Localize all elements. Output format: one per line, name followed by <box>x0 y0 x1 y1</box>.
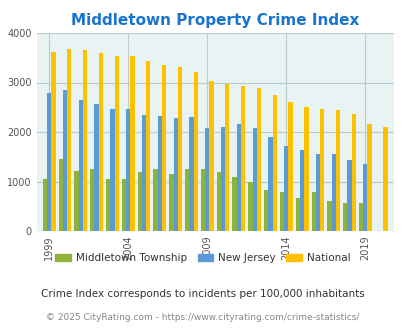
Bar <box>326 201 331 231</box>
Title: Middletown Property Crime Index: Middletown Property Crime Index <box>71 13 358 28</box>
Bar <box>177 67 181 231</box>
Bar <box>146 61 150 231</box>
Bar <box>315 154 319 231</box>
Bar <box>157 116 162 231</box>
Bar <box>169 174 173 231</box>
Bar <box>303 107 308 231</box>
Bar <box>126 109 130 231</box>
Bar <box>362 164 367 231</box>
Bar <box>98 53 103 231</box>
Bar <box>358 203 362 231</box>
Text: © 2025 CityRating.com - https://www.cityrating.com/crime-statistics/: © 2025 CityRating.com - https://www.city… <box>46 313 359 322</box>
Bar <box>162 65 166 231</box>
Bar <box>248 182 252 231</box>
Bar <box>79 100 83 231</box>
Bar <box>189 117 193 231</box>
Bar <box>295 198 299 231</box>
Bar <box>264 190 268 231</box>
Bar <box>83 50 87 231</box>
Bar <box>205 128 209 231</box>
Bar <box>335 110 339 231</box>
Bar <box>193 72 197 231</box>
Bar <box>137 172 142 231</box>
Text: Crime Index corresponds to incidents per 100,000 inhabitants: Crime Index corresponds to incidents per… <box>41 289 364 299</box>
Bar <box>142 115 146 231</box>
Bar <box>331 154 335 231</box>
Bar <box>173 118 177 231</box>
Bar <box>122 179 126 231</box>
Bar <box>74 171 79 231</box>
Legend: Middletown Township, New Jersey, National: Middletown Township, New Jersey, Nationa… <box>51 249 354 267</box>
Bar <box>220 127 225 231</box>
Bar <box>43 179 47 231</box>
Bar <box>106 179 110 231</box>
Bar <box>351 114 355 231</box>
Bar <box>256 88 260 231</box>
Bar <box>130 56 134 231</box>
Bar <box>200 169 205 231</box>
Bar <box>382 127 387 231</box>
Bar <box>347 160 351 231</box>
Bar <box>47 93 51 231</box>
Bar <box>342 203 347 231</box>
Bar <box>225 84 229 231</box>
Bar <box>319 109 324 231</box>
Bar <box>284 146 288 231</box>
Bar <box>209 81 213 231</box>
Bar <box>63 90 67 231</box>
Bar <box>110 109 114 231</box>
Bar <box>153 169 157 231</box>
Bar <box>94 104 98 231</box>
Bar <box>299 150 303 231</box>
Bar <box>236 124 241 231</box>
Bar <box>232 177 236 231</box>
Bar <box>58 159 63 231</box>
Bar <box>216 172 220 231</box>
Bar <box>252 128 256 231</box>
Bar <box>51 52 55 231</box>
Bar <box>279 192 283 231</box>
Bar <box>185 169 189 231</box>
Bar <box>272 95 276 231</box>
Bar <box>268 137 272 231</box>
Bar <box>288 102 292 231</box>
Bar <box>114 56 119 231</box>
Bar <box>90 169 94 231</box>
Bar <box>367 124 371 231</box>
Bar <box>311 192 315 231</box>
Bar <box>67 50 71 231</box>
Bar <box>241 86 245 231</box>
